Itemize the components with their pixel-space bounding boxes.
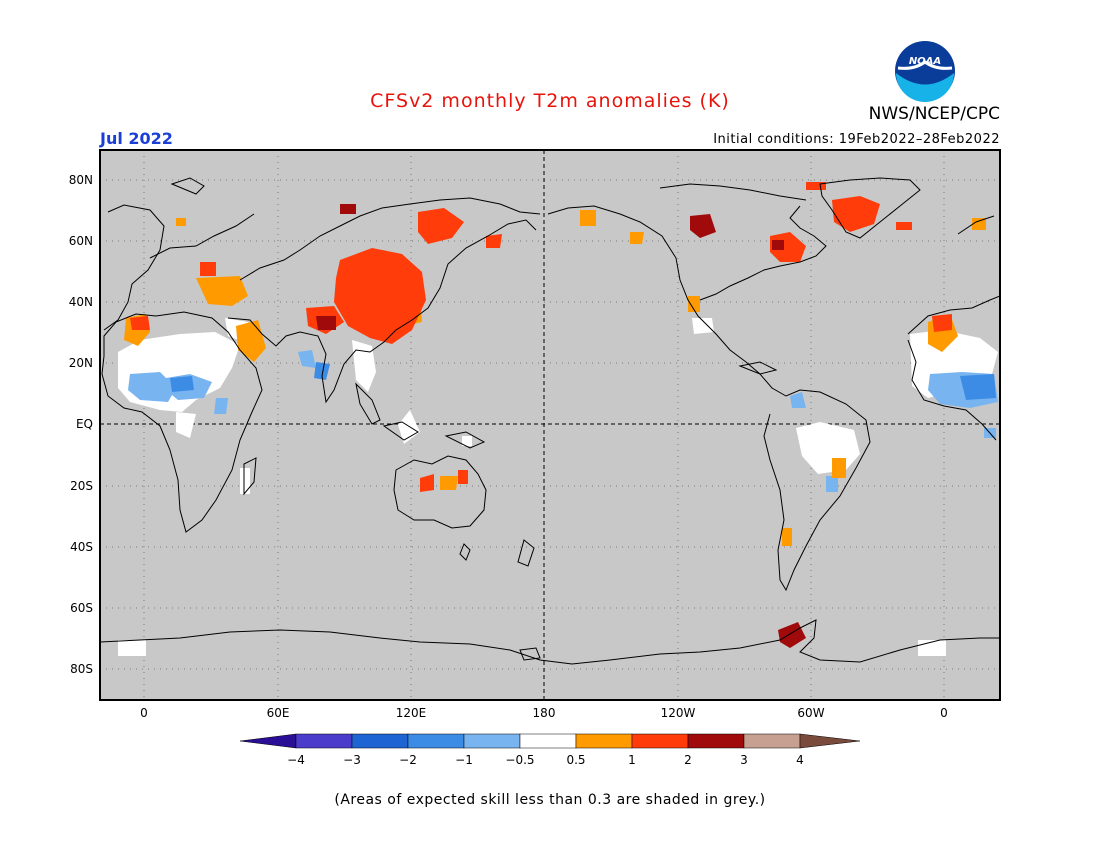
colorbar-tick: 0.5 xyxy=(566,753,585,767)
colorbar-tick: −1 xyxy=(455,753,473,767)
colorbar-cell xyxy=(743,733,801,749)
colorbar-cell xyxy=(631,733,689,749)
initial-conditions: Initial conditions: 19Feb2022–28Feb2022 xyxy=(713,132,1000,147)
colorbar-arrow-low xyxy=(239,733,297,749)
map-title: CFSv2 monthly T2m anomalies (K) xyxy=(370,90,730,112)
lon-label: 120E xyxy=(396,706,427,720)
lat-label: 40S xyxy=(70,540,93,554)
colorbar-cell xyxy=(687,733,745,749)
lat-label: 80S xyxy=(70,662,93,676)
map-frame xyxy=(99,149,1001,701)
colorbar-tick: 2 xyxy=(684,753,692,767)
blue-anomaly-regions xyxy=(170,362,996,400)
lat-label: EQ xyxy=(76,417,93,431)
lat-label: 60S xyxy=(70,601,93,615)
colorbar-tick: 4 xyxy=(796,753,804,767)
lat-lon-grid xyxy=(100,150,1000,700)
lat-label: 40N xyxy=(69,295,93,309)
colorbar-arrow-high xyxy=(799,733,861,749)
colorbar-tick: −2 xyxy=(399,753,417,767)
forecast-month: Jul 2022 xyxy=(100,129,173,148)
latitude-labels: 80N 60N 40N 20N EQ 20S 40S 60S 80S xyxy=(69,173,93,676)
colorbar-tick: 1 xyxy=(628,753,636,767)
colorbar-tick: −0.5 xyxy=(505,753,534,767)
lon-label: 120W xyxy=(661,706,696,720)
lat-label: 20S xyxy=(70,479,93,493)
colorbar-tick: 3 xyxy=(740,753,748,767)
lat-label: 20N xyxy=(69,356,93,370)
colorbar xyxy=(239,733,861,749)
dark-red-anomaly-regions xyxy=(316,204,806,648)
lat-label: 60N xyxy=(69,234,93,248)
lon-label: 0 xyxy=(940,706,948,720)
colorbar-cell xyxy=(407,733,465,749)
colorbar-cell xyxy=(519,733,577,749)
colorbar-cell xyxy=(463,733,521,749)
colorbar-cell xyxy=(575,733,633,749)
map-background xyxy=(100,150,1000,700)
org-label: NWS/NCEP/CPC xyxy=(868,104,1000,124)
colorbar-cell xyxy=(295,733,353,749)
colorbar-ticks: −4 −3 −2 −1 −0.5 0.5 1 2 3 4 xyxy=(287,753,804,767)
noaa-logo: NOAA xyxy=(895,41,955,102)
colorbar-cell xyxy=(351,733,409,749)
noaa-logo-text: NOAA xyxy=(909,56,941,67)
colorbar-tick: −3 xyxy=(343,753,361,767)
lon-label: 180 xyxy=(533,706,556,720)
red-anomaly-regions xyxy=(130,182,952,492)
skill-footnote: (Areas of expected skill less than 0.3 a… xyxy=(334,792,766,808)
colorbar-tick: −4 xyxy=(287,753,305,767)
lon-label: 0 xyxy=(140,706,148,720)
longitude-labels: 0 60E 120E 180 120W 60W 0 xyxy=(140,706,948,720)
lon-label: 60E xyxy=(267,706,290,720)
coastlines xyxy=(100,177,1000,665)
lat-label: 80N xyxy=(69,173,93,187)
lon-label: 60W xyxy=(797,706,824,720)
